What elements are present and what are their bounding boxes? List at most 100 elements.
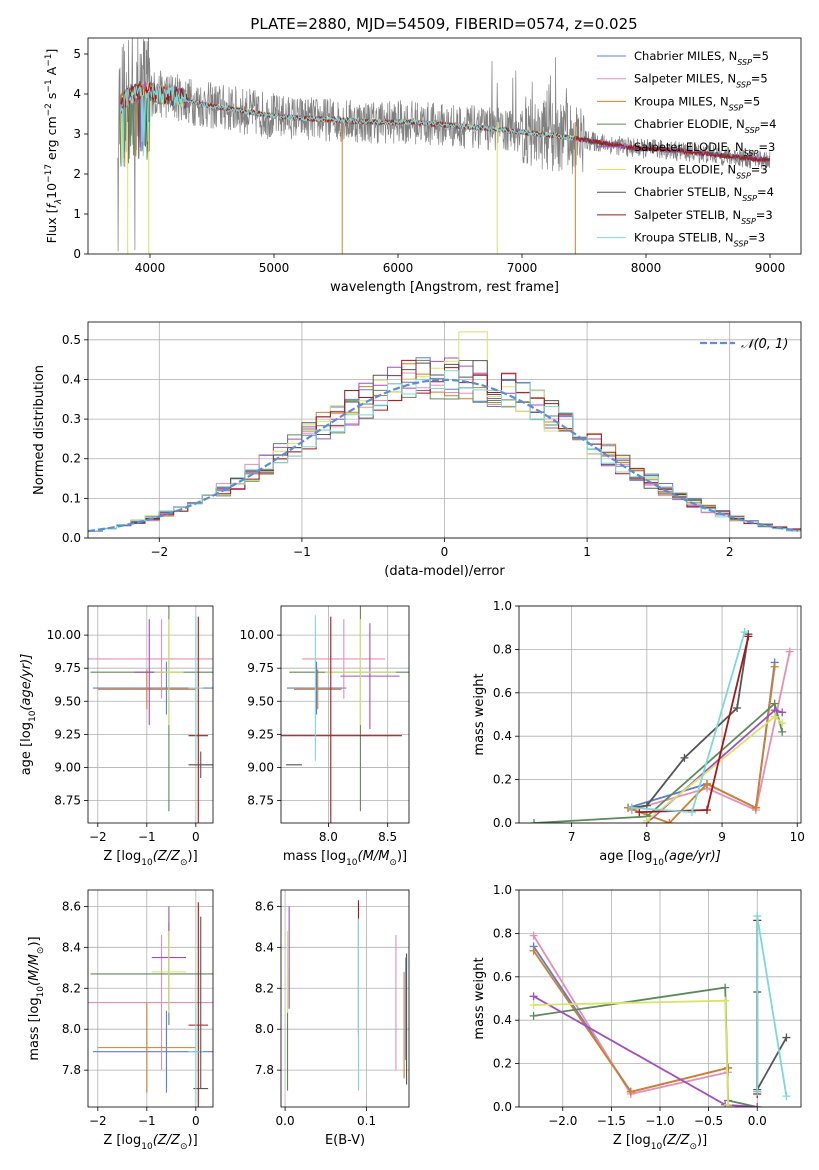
x-tick-label: 2 [726, 545, 734, 559]
x-tick-label: 9000 [755, 261, 786, 275]
weight-marker-chabrier_stelib [782, 1033, 791, 1042]
x-tick-label: −1 [138, 1114, 156, 1128]
y-tick-label: 0.4 [493, 729, 512, 743]
legend-sub: SSP [742, 194, 757, 203]
y-tick-label: 0.6 [493, 686, 512, 700]
weight-marker-kroupa_stelib [687, 808, 696, 817]
x-axis-label: (data-model)/error [384, 564, 505, 579]
weight-marker-kroupa_elodie [721, 996, 730, 1005]
legend-name: Chabrier ELODIE, N [634, 117, 745, 131]
model-line-salpeter_stelib [119, 82, 771, 164]
label-part: Z [log [103, 1133, 141, 1148]
legend-suffix: =4 [757, 185, 774, 199]
label-part: −17 [44, 164, 54, 183]
y-tick-label: 0 [73, 247, 81, 261]
label-part: ⊙ [389, 858, 397, 868]
legend-suffix: =3 [756, 208, 773, 222]
x-tick-label: −2 [89, 830, 107, 844]
mass_vs_ebv-axes: 0.0 0.1 7.8 8.0 8.2 8.4 8.6 E(B-V) [255, 889, 410, 1148]
age_vs_mass-plot [281, 606, 409, 823]
label-part: )] [188, 1133, 198, 1148]
axes-frame [518, 605, 802, 824]
legend-suffix: =5 [752, 49, 769, 63]
legend-name: Salpeter STELIB, N [634, 208, 741, 222]
x-axis-label: Z [log10(Z/Z⊙)] [103, 1133, 197, 1152]
y-tick-label: 8.75 [54, 794, 81, 808]
legend-entry: Kroupa STELIB, NSSP=3 [634, 231, 765, 249]
y-axis-label: mass weight [472, 673, 487, 755]
x-axis-label: wavelength [Angstrom, rest frame] [330, 280, 559, 295]
weight-marker-salpeter_elodie [778, 708, 787, 717]
axes-frame [87, 321, 802, 539]
y-tick-label: 8.0 [255, 1022, 274, 1036]
y-tick-label: 3 [73, 127, 81, 141]
y-axis-label: age [log10(age/yr)] [19, 654, 38, 776]
x-tick-label: −1 [138, 830, 156, 844]
mass_vs_ebv-plot [286, 900, 408, 1091]
weight-marker-kroupa_stelib [753, 912, 762, 921]
legend-sub: SSP [736, 80, 751, 89]
x-tick-label: 9 [718, 830, 726, 844]
y-tick-label: 8.4 [255, 940, 274, 954]
normal-curve [88, 378, 799, 533]
legend-name: Kroupa STELIB, N [634, 231, 734, 245]
weight-marker-salpeter_stelib [744, 632, 753, 641]
label-part: 10 [44, 183, 59, 199]
weight-line-chabrier_elodie [533, 701, 784, 823]
axes-frame [87, 605, 214, 824]
y-tick-label: 8.4 [62, 940, 81, 954]
y-tick-label: 8.2 [62, 981, 81, 995]
axes-frame [87, 889, 214, 1108]
weight-marker-salpeter_elodie [529, 992, 538, 1001]
x-tick-label: 0.1 [357, 1114, 376, 1128]
legend-entry: Salpeter STELIB, NSSP=3 [634, 208, 773, 226]
y-tick-label: 8.0 [62, 1022, 81, 1036]
x-tick-label: 8000 [631, 261, 662, 275]
label-part: (Z/Z [153, 849, 181, 864]
weight-marker-salpeter_elodie [753, 1103, 762, 1107]
x-tick-label: −2.0 [548, 1114, 577, 1128]
legend-suffix: =5 [743, 94, 760, 108]
y-tick-label: 7.8 [62, 1063, 81, 1077]
legend-suffix: =3 [748, 231, 765, 245]
y-tick-label: 7.8 [255, 1063, 274, 1077]
y-tick-label: 0.2 [493, 1057, 512, 1071]
x-axis-label: E(B-V) [325, 1133, 365, 1148]
label-part: age [log [19, 722, 34, 775]
weight-marker-kroupa_miles [626, 1087, 635, 1096]
axes-frame [87, 37, 802, 255]
label-part: ⊙ [180, 1142, 188, 1152]
weight-marker-chabrier_elodie [721, 983, 730, 992]
x-tick-label: −0.5 [694, 1114, 723, 1128]
y-axis-label: mass [log10(M/M⊙)] [27, 936, 46, 1060]
y-tick-label: 10.00 [240, 628, 274, 642]
y-tick-label: 2 [73, 167, 81, 181]
legend-name: Salpeter ELODIE, N [634, 140, 744, 154]
y-tick-label: 0.1 [62, 491, 81, 505]
label-part: Z [log [103, 849, 141, 864]
legend-suffix: =3 [751, 163, 768, 177]
y-tick-label: 5 [73, 47, 81, 61]
y-tick-label: 0.3 [62, 412, 81, 426]
weight-line-kroupa_stelib [756, 915, 788, 1097]
legend-name: Salpeter MILES, N [634, 72, 736, 86]
label-part: −2 [44, 103, 54, 116]
x-tick-label: 10 [790, 830, 805, 844]
x-tick-label: 7000 [507, 261, 538, 275]
weight-line-chabrier_stelib [631, 634, 750, 809]
label-part: (age/yr)] [664, 849, 721, 864]
weight-marker-salpeter_stelib [635, 808, 644, 817]
label-part: (Z/Z [662, 1133, 690, 1148]
model-line-kroupa_stelib [119, 83, 575, 167]
weight-marker-kroupa_elodie [642, 816, 651, 823]
label-part: Z [log [613, 1133, 651, 1148]
label-part: 10 [141, 858, 153, 868]
x-tick-label: 5000 [259, 261, 290, 275]
legend-name: Kroupa MILES, N [634, 94, 729, 108]
y-tick-label: 0.0 [493, 816, 512, 830]
y-tick-label: 9.50 [247, 694, 274, 708]
spectrum-plot [117, 38, 771, 254]
x-axis-label: Z [log10(Z/Z⊙)] [103, 849, 197, 868]
